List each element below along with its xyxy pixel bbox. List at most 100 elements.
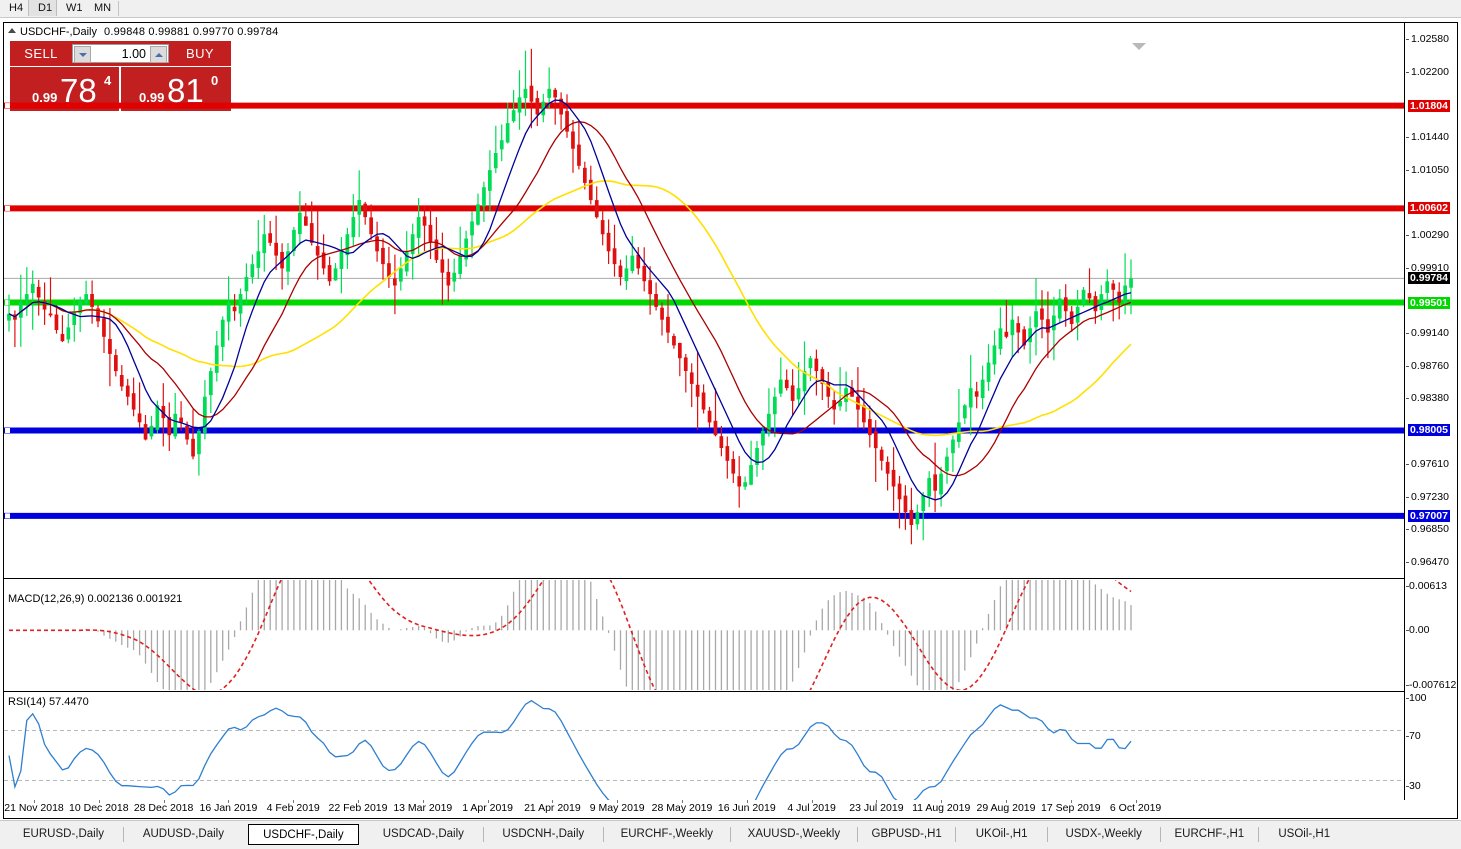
price-tick: 0.99140 <box>1405 328 1458 339</box>
price-tick-label: 1.01050 <box>1411 164 1449 177</box>
rsi-indicator-label: RSI(14) 57.4470 <box>8 696 89 708</box>
symbol-tab-usdxweekly[interactable]: USDX-,Weekly <box>1065 828 1142 840</box>
sell-button[interactable]: SELL <box>24 46 58 61</box>
symbol-tab-gbpusdh1[interactable]: GBPUSD-,H1 <box>871 828 942 840</box>
time-tick-mark <box>487 800 489 803</box>
macd-chart-canvas <box>9 580 1132 690</box>
time-tick-label: 11 Aug 2019 <box>912 802 971 814</box>
macd-tick: 0.00 <box>1405 625 1458 636</box>
symbol-tab-separator <box>955 827 957 842</box>
price-level-label[interactable]: 1.01804 <box>1408 99 1450 112</box>
price-tick-label: 0.98380 <box>1411 392 1449 405</box>
time-tick-mark <box>358 800 359 803</box>
time-tick-label: 21 Apr 2019 <box>524 802 581 814</box>
volume-stepper[interactable]: 1.00 <box>72 44 169 63</box>
time-tick-label: 4 Feb 2019 <box>266 802 320 814</box>
triangle-down-icon <box>79 53 87 57</box>
chart-ohlc-values: 0.99848 0.99881 0.99770 0.99784 <box>104 26 279 38</box>
current-price-label: 0.99784 <box>1408 272 1450 285</box>
macd-tick: -0.007612 <box>1405 680 1458 691</box>
time-tick-label: 23 Jul 2019 <box>849 802 904 814</box>
timeframe-tab-h4[interactable]: H4 <box>9 2 24 14</box>
time-tick-mark <box>1070 800 1072 803</box>
time-tick-mark <box>682 800 683 803</box>
time-tick-mark <box>746 800 748 803</box>
time-tick-label: 28 May 2019 <box>651 802 713 814</box>
symbol-tab-separator <box>1046 827 1048 842</box>
time-tick-mark <box>1006 800 1007 803</box>
time-tick-label: 10 Dec 2018 <box>69 802 129 814</box>
price-tick-label: 1.01440 <box>1411 130 1449 143</box>
time-tick-label: 28 Dec 2018 <box>133 802 194 814</box>
buy-button[interactable]: BUY <box>186 46 214 61</box>
time-tick-label: 21 Nov 2018 <box>4 802 64 814</box>
time-tick-label: 1 Apr 2019 <box>462 802 513 814</box>
price-pane[interactable] <box>4 23 1404 578</box>
price-chart-canvas <box>4 48 1404 545</box>
chart-symbol-label: USDCHF-,Daily <box>20 26 97 38</box>
symbol-tab-separator <box>482 827 484 842</box>
symbol-tab-usdchfdaily[interactable]: USDCHF-,Daily <box>247 824 359 845</box>
time-tick-mark <box>876 800 878 803</box>
time-tick-mark <box>1135 800 1137 803</box>
volume-increase-button[interactable] <box>150 46 167 63</box>
pane-divider-2 <box>4 691 1404 692</box>
symbol-tab-xauusdweekly[interactable]: XAUUSD-,Weekly <box>747 828 841 840</box>
symbol-tab-bar: EURUSD-,Daily AUDUSD-,Daily USDCHF-,Daily U… <box>0 820 1461 849</box>
triangle-up-icon[interactable] <box>8 28 16 33</box>
macd-tick: 0.00613 <box>1405 581 1458 592</box>
rsi-pane[interactable] <box>4 693 1404 818</box>
time-tick-label: 13 Mar 2019 <box>393 802 453 814</box>
buy-price-prefix: 0.99 <box>139 90 165 105</box>
triangle-up-icon <box>155 53 163 57</box>
time-tick-mark <box>422 800 424 803</box>
time-tick-label: 4 Jul 2019 <box>787 802 836 814</box>
time-tick-mark <box>941 800 943 803</box>
time-tick-mark <box>98 800 100 803</box>
time-tick-mark <box>34 800 35 803</box>
symbol-tab-eurchfweekly[interactable]: EURCHF-,Weekly <box>620 828 714 840</box>
price-tick-label: 1.02580 <box>1411 33 1449 46</box>
time-tick-mark <box>293 800 295 803</box>
symbol-tab-ukoilh1[interactable]: UKOil-,H1 <box>975 828 1028 840</box>
time-tick-label: 9 May 2019 <box>589 802 645 814</box>
chart-window[interactable]: USDCHF-,Daily 0.99848 0.99881 0.99770 0.9… <box>3 22 1458 819</box>
price-tick: 1.00290 <box>1405 230 1458 241</box>
timeframe-tab-mn[interactable]: MN <box>94 2 112 14</box>
symbol-tab-separator <box>602 827 604 842</box>
timeframe-tab-d1[interactable]: D1 <box>28 0 57 16</box>
price-level-label[interactable]: 0.97007 <box>1408 509 1450 522</box>
time-tick-label: 16 Jun 2019 <box>717 802 776 814</box>
timeframe-tab-w1[interactable]: W1 <box>66 2 83 14</box>
price-tick: 1.02200 <box>1405 66 1458 78</box>
price-level-label[interactable]: 0.98005 <box>1408 424 1450 437</box>
rsi-tick: 70 <box>1405 730 1458 742</box>
price-tick: 0.98380 <box>1405 393 1458 404</box>
price-tick: 1.01050 <box>1405 165 1458 176</box>
chart-header: USDCHF-,Daily 0.99848 0.99881 0.99770 0.9… <box>8 26 278 39</box>
time-tick-label: 29 Aug 2019 <box>976 802 1036 814</box>
price-level-label[interactable]: 1.00602 <box>1408 202 1450 215</box>
sell-price-fraction: 4 <box>104 73 112 88</box>
price-tick: 0.99910 <box>1405 262 1458 274</box>
price-level-label[interactable]: 0.99501 <box>1408 296 1450 309</box>
macd-pane[interactable] <box>4 580 1404 690</box>
symbol-tab-usdcnhdaily[interactable]: USDCNH-,Daily <box>502 828 585 840</box>
rsi-chart-canvas <box>4 699 1404 818</box>
time-tick-mark <box>228 800 230 803</box>
volume-decrease-button[interactable] <box>74 46 91 63</box>
symbol-tab-usdcaddaily[interactable]: USDCAD-,Daily <box>382 828 464 840</box>
price-tick-label: 1.00290 <box>1411 229 1449 242</box>
macd-indicator-label: MACD(12,26,9) 0.002136 0.001921 <box>8 593 183 605</box>
symbol-tab-eurusddaily[interactable]: EURUSD-,Daily <box>22 828 105 840</box>
chart-shift-marker[interactable] <box>1132 43 1146 50</box>
price-tick-label: 0.99140 <box>1411 327 1449 340</box>
time-scale[interactable]: 21 Nov 2018 10 Dec 2018 28 Dec 2018 16 Jan … <box>3 800 1458 818</box>
price-scale[interactable]: 1.02580 1.02200 1.01440 1.01050 1.00290 0.999… <box>1404 23 1458 819</box>
symbol-tab-eurchfh1[interactable]: EURCHF-,H1 <box>1174 828 1245 840</box>
volume-value[interactable]: 1.00 <box>121 47 146 61</box>
time-tick-label: 16 Jan 2019 <box>199 802 258 814</box>
symbol-tab-usoilh1[interactable]: USOil-,H1 <box>1278 828 1331 840</box>
symbol-tab-audusddaily[interactable]: AUDUSD-,Daily <box>142 828 224 840</box>
symbol-tab-separator <box>122 827 124 842</box>
